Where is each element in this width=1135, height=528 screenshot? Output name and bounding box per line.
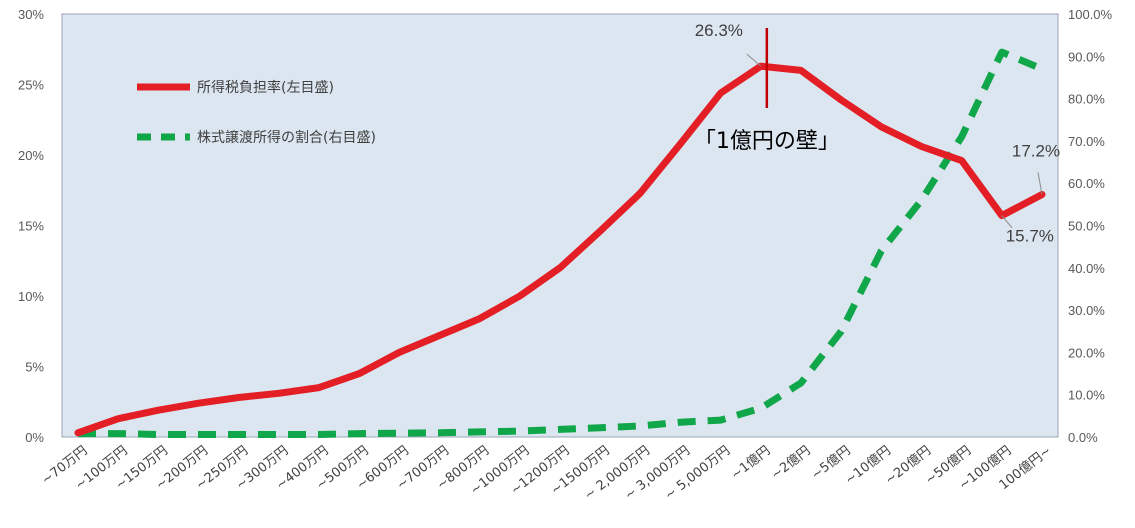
x-tick-label: ~2億円: [768, 443, 813, 483]
y-left-tick-label: 10%: [18, 289, 44, 304]
annotation-text: 「1億円の壁」: [694, 129, 840, 154]
y-left-tick-label: 30%: [18, 7, 44, 22]
y-left-tick-label: 25%: [18, 78, 44, 93]
y-right-tick-label: 0.0%: [1068, 430, 1098, 445]
x-axis: ~70万円~100万円~150万円~200万円~250万円~300万円~400万…: [39, 443, 1054, 504]
y-right-tick-label: 10.0%: [1068, 388, 1105, 403]
data-label: 17.2%: [1012, 141, 1060, 160]
x-tick-label: ~1億円: [728, 443, 773, 483]
y-right-tick-label: 100.0%: [1068, 7, 1113, 22]
data-label-leader: [746, 53, 762, 67]
y-left-tick-label: 0%: [25, 430, 44, 445]
series-layer: [74, 48, 1046, 438]
data-label-leader: [1001, 215, 1013, 228]
legend-label-stock-share: 株式譲渡所得の割合(右目盛): [197, 129, 376, 146]
annotation: 「1億円の壁」: [694, 28, 840, 154]
right-axis: 0.0% 10.0% 20.0% 30.0% 40.0% 50.0% 60.0% 70.0% 8…: [1068, 7, 1113, 445]
y-right-tick-label: 80.0%: [1068, 92, 1105, 107]
y-right-tick-label: 50.0%: [1068, 219, 1105, 234]
legend: 所得税負担率(左目盛) 株式譲渡所得の割合(右目盛): [137, 79, 376, 146]
y-right-tick-label: 30.0%: [1068, 303, 1105, 318]
y-right-tick-label: 20.0%: [1068, 345, 1105, 360]
data-label-leader: [1037, 172, 1043, 195]
data-label: 15.7%: [1006, 227, 1054, 246]
data-labels: 26.3% 15.7% 17.2%: [695, 21, 1060, 245]
legend-label-tax-rate: 所得税負担率(左目盛): [197, 79, 334, 96]
y-right-tick-label: 90.0%: [1068, 49, 1105, 64]
data-label: 26.3%: [695, 21, 743, 40]
left-axis: 0% 5% 10% 15% 20% 25% 30%: [18, 7, 44, 445]
series-line-stock-share: [78, 48, 1044, 438]
series-line-tax-rate: [74, 62, 1046, 437]
y-right-tick-label: 40.0%: [1068, 261, 1105, 276]
y-right-tick-label: 70.0%: [1068, 134, 1105, 149]
plot-area: [61, 13, 1059, 438]
y-right-tick-label: 60.0%: [1068, 176, 1105, 191]
y-left-tick-label: 15%: [18, 219, 44, 234]
y-left-tick-label: 20%: [18, 148, 44, 163]
y-left-tick-label: 5%: [25, 360, 44, 375]
